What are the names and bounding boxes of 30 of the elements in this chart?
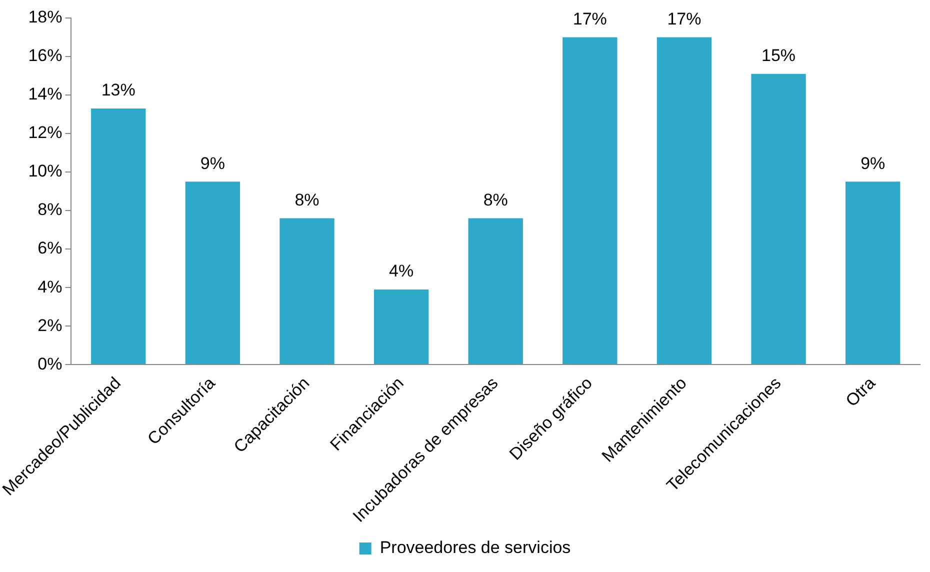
data-label: 9% [200, 154, 225, 173]
bar [374, 289, 429, 364]
data-label: 4% [389, 262, 414, 281]
data-label: 8% [483, 190, 508, 210]
y-tick-label: 6% [38, 238, 62, 258]
y-tick-label: 8% [38, 200, 62, 220]
y-tick-label: 2% [38, 316, 62, 335]
legend-label: Proveedores de servicios [380, 538, 571, 558]
y-tick-label: 0% [38, 354, 62, 374]
y-tick-label: 16% [28, 46, 62, 66]
y-tick-label: 10% [28, 162, 62, 181]
data-label: 8% [294, 190, 320, 210]
bar [280, 218, 334, 364]
data-label: 17% [667, 9, 702, 28]
y-tick-label: 4% [38, 277, 62, 296]
y-tick-label: 14% [28, 84, 62, 104]
data-label: 17% [572, 9, 607, 28]
y-tick-label: 18% [28, 8, 62, 27]
x-tick-label: Otra [842, 373, 880, 410]
bar [468, 218, 523, 364]
bar [562, 37, 618, 364]
bar [656, 37, 712, 364]
bar [751, 74, 806, 364]
bar [845, 182, 900, 364]
bar [185, 182, 240, 364]
y-tick-label: 12% [28, 123, 62, 142]
data-label: 13% [101, 80, 136, 100]
data-label: 15% [762, 46, 796, 66]
data-label: 9% [860, 154, 886, 173]
bar [91, 108, 146, 364]
